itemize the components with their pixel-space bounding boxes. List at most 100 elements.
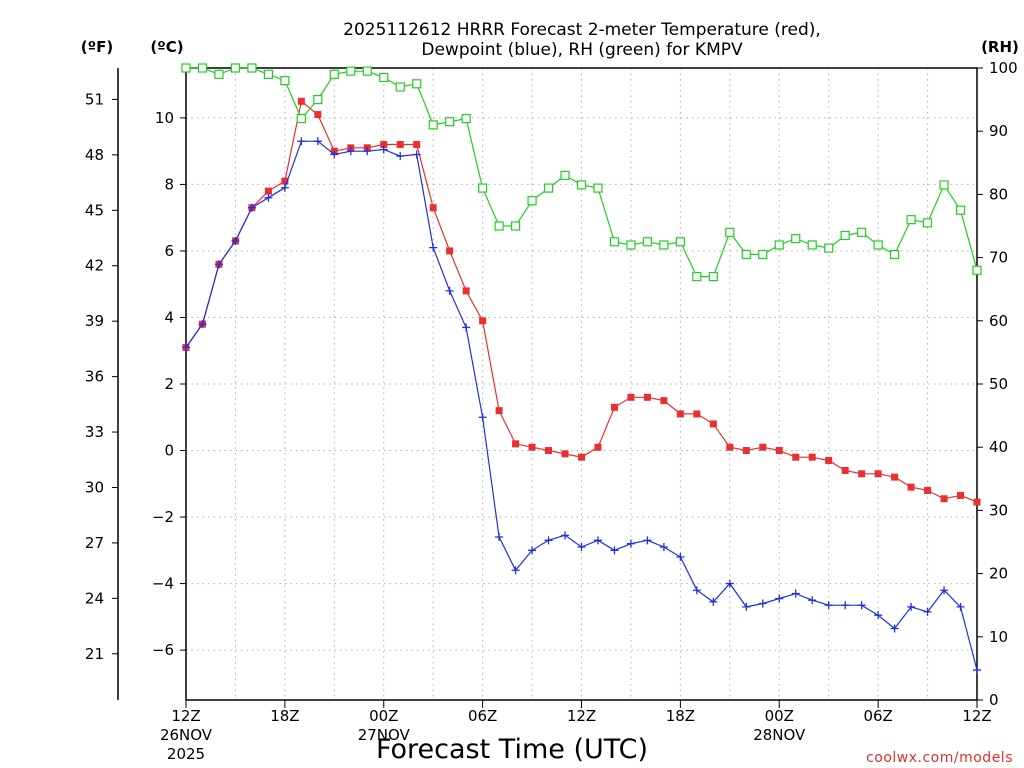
temperature-point <box>462 287 470 295</box>
rh-point <box>181 63 191 73</box>
rh-tick-label: 50 <box>989 375 1008 393</box>
dewpoint-point <box>973 666 981 675</box>
rh-point <box>329 69 339 79</box>
rh-point <box>230 63 241 73</box>
rh-point <box>840 230 850 241</box>
rh-point <box>263 69 273 79</box>
rh-point <box>774 240 784 250</box>
temperature-point <box>643 393 651 401</box>
dewpoint-point <box>247 203 256 212</box>
dewpoint-point <box>577 542 586 551</box>
dewpoint-point <box>791 589 800 598</box>
temperature-point <box>627 393 635 401</box>
rh-point <box>741 249 751 260</box>
rh-point <box>395 82 405 92</box>
rh-point <box>857 227 867 237</box>
celsius-tick-label: 0 <box>164 442 174 460</box>
rh-point <box>972 265 982 275</box>
celsius-tick-label: 10 <box>155 109 174 127</box>
temperature-point <box>709 420 717 428</box>
temperature-point <box>973 498 981 506</box>
dewpoint-point <box>478 413 487 422</box>
rh-point <box>807 240 817 250</box>
dewpoint-point <box>758 599 767 608</box>
x-tick-label: 00Z <box>369 707 398 725</box>
dewpoint-point <box>379 145 388 154</box>
gridlines <box>186 68 977 700</box>
temperature-point <box>924 486 932 494</box>
temperature-line <box>185 100 978 503</box>
temperature-point <box>775 447 783 455</box>
axes: −6−4−20246810212427303336394245485101020… <box>85 59 1018 709</box>
dewpoint-point <box>709 597 718 606</box>
temperature-point <box>380 141 388 149</box>
dewpoint-point <box>363 147 372 156</box>
dewpoint-series <box>182 137 981 675</box>
dewpoint-point <box>626 539 635 548</box>
dewpoint-point <box>725 579 734 588</box>
dewpoint-point <box>857 601 866 610</box>
dewpoint-point <box>445 286 454 295</box>
rh-point <box>362 66 372 76</box>
rh-point <box>445 117 455 127</box>
rh-point <box>543 183 554 193</box>
rh-point <box>576 180 587 190</box>
temperature-point <box>264 187 272 195</box>
rh-point <box>659 240 669 250</box>
temperature-point <box>561 450 569 458</box>
fahrenheit-axis-unit: (ºF) <box>81 38 113 56</box>
dewpoint-point <box>956 602 965 611</box>
dewpoint-point <box>264 193 273 202</box>
temperature-point <box>446 247 454 255</box>
rh-point <box>708 271 718 282</box>
celsius-tick-label: −2 <box>152 508 174 526</box>
rh-tick-label: 10 <box>989 628 1008 646</box>
x-tick-year: 2025 <box>167 745 205 763</box>
fahrenheit-tick-label: 33 <box>85 423 104 441</box>
dewpoint-point <box>412 150 421 159</box>
dewpoint-point <box>643 536 652 545</box>
dewpoint-point <box>659 542 668 551</box>
celsius-tick-label: 2 <box>164 375 174 393</box>
rh-point <box>214 69 224 79</box>
rh-point <box>280 76 290 86</box>
rh-point <box>197 63 208 73</box>
x-tick-label: 18Z <box>666 707 695 725</box>
temperature-point <box>578 453 585 461</box>
temperature-series <box>182 97 981 506</box>
x-tick-label: 06Z <box>468 707 497 725</box>
x-tick-date: 26NOV <box>160 726 213 744</box>
temperature-point <box>429 204 437 212</box>
rh-tick-label: 60 <box>989 312 1008 330</box>
rh-point <box>758 249 768 260</box>
rh-point <box>527 196 537 206</box>
celsius-tick-label: −4 <box>152 575 174 593</box>
dewpoint-point <box>313 137 322 146</box>
x-tick-label: 12Z <box>567 707 596 725</box>
rh-point <box>478 183 488 193</box>
rh-point <box>412 79 422 89</box>
temperature-point <box>676 410 684 418</box>
temperature-point <box>808 453 816 461</box>
temperature-point <box>907 483 915 491</box>
rh-point <box>296 113 306 124</box>
dewpoint-point <box>841 601 850 610</box>
temperature-point <box>660 397 668 405</box>
dewpoint-point <box>346 147 355 156</box>
fahrenheit-tick-label: 42 <box>85 257 104 275</box>
temperature-point <box>792 453 800 461</box>
fahrenheit-tick-label: 21 <box>85 645 104 663</box>
rh-point <box>922 218 933 228</box>
temperature-point <box>545 447 553 455</box>
rh-point <box>675 237 685 247</box>
temperature-point <box>759 443 767 451</box>
temperature-point <box>874 470 882 478</box>
dewpoint-point <box>330 150 339 159</box>
x-tick-label: 00Z <box>765 707 794 725</box>
rh-point <box>906 215 916 225</box>
rh-tick-label: 30 <box>989 501 1008 519</box>
data-series <box>181 63 982 675</box>
rh-point <box>461 113 471 124</box>
